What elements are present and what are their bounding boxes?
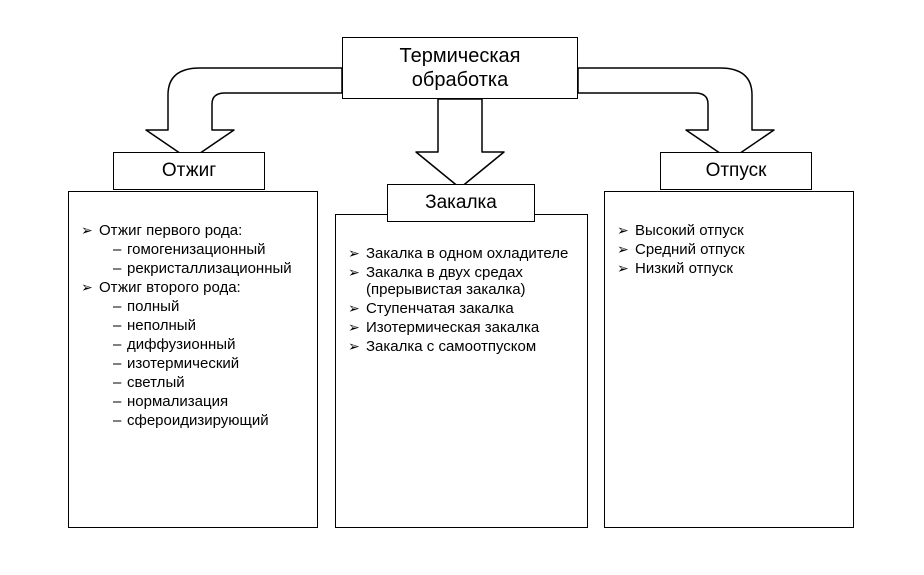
sub-list-item: сфероидизирующий	[113, 412, 305, 429]
sub-list-item: нормализация	[113, 393, 305, 410]
root-node: Термическаяобработка	[342, 37, 578, 99]
sub-list-item: неполный	[113, 317, 305, 334]
panel-tempering: Высокий отпуск Средний отпуск Низкий отпус…	[604, 191, 854, 528]
item-list: Отжиг первого рода: гомогенизационный рекр…	[81, 222, 305, 429]
list-item: Закалка в одном охладителе	[348, 245, 575, 262]
branch-title-label: Отпуск	[706, 160, 767, 183]
list-item: Изотермическая закалка	[348, 319, 575, 336]
branch-title-quenching: Закалка	[387, 184, 535, 222]
list-item: Отжиг первого рода: гомогенизационный рекр…	[81, 222, 305, 277]
list-item-label: Закалка в одном охладителе	[366, 245, 568, 262]
list-item-label: Изотермическая закалка	[366, 319, 539, 336]
sub-list-item: полный	[113, 298, 305, 315]
branch-title-tempering: Отпуск	[660, 152, 812, 190]
list-item-label: Отжиг второго рода:	[99, 279, 241, 296]
sub-list: полный неполный диффузионный изотермический…	[99, 298, 305, 429]
list-item-label: Отжиг первого рода:	[99, 222, 242, 239]
arrow-center	[416, 99, 504, 188]
item-list: Высокий отпуск Средний отпуск Низкий отпус…	[617, 222, 841, 277]
branch-title-annealing: Отжиг	[113, 152, 265, 190]
sub-list-item: светлый	[113, 374, 305, 391]
list-item: Отжиг второго рода: полный неполный диффузи…	[81, 279, 305, 429]
item-list: Закалка в одном охладителе Закалка в двух…	[348, 245, 575, 355]
list-item-label: Закалка в двух средах (прерывистая закал…	[366, 264, 526, 298]
list-item: Средний отпуск	[617, 241, 841, 258]
sub-list: гомогенизационный рекристаллизационный	[99, 241, 305, 277]
root-label: Термическаяобработка	[400, 44, 521, 92]
list-item: Высокий отпуск	[617, 222, 841, 239]
list-item-label: Закалка с самоотпуском	[366, 338, 536, 355]
list-item: Ступенчатая закалка	[348, 300, 575, 317]
sub-list-item: изотермический	[113, 355, 305, 372]
panel-annealing: Отжиг первого рода: гомогенизационный рекр…	[68, 191, 318, 528]
sub-list-item: гомогенизационный	[113, 241, 305, 258]
list-item: Низкий отпуск	[617, 260, 841, 277]
branch-title-label: Отжиг	[162, 160, 216, 183]
panel-quenching: Закалка в одном охладителе Закалка в двух…	[335, 214, 588, 528]
list-item: Закалка в двух средах (прерывистая закал…	[348, 264, 575, 298]
sub-list-item: диффузионный	[113, 336, 305, 353]
branch-title-label: Закалка	[425, 192, 497, 215]
list-item: Закалка с самоотпуском	[348, 338, 575, 355]
sub-list-item: рекристаллизационный	[113, 260, 305, 277]
list-item-label: Ступенчатая закалка	[366, 300, 514, 317]
list-item-label: Средний отпуск	[635, 241, 745, 258]
list-item-label: Высокий отпуск	[635, 222, 744, 239]
list-item-label: Низкий отпуск	[635, 260, 733, 277]
arrow-left	[146, 68, 342, 160]
arrow-right	[578, 68, 774, 160]
